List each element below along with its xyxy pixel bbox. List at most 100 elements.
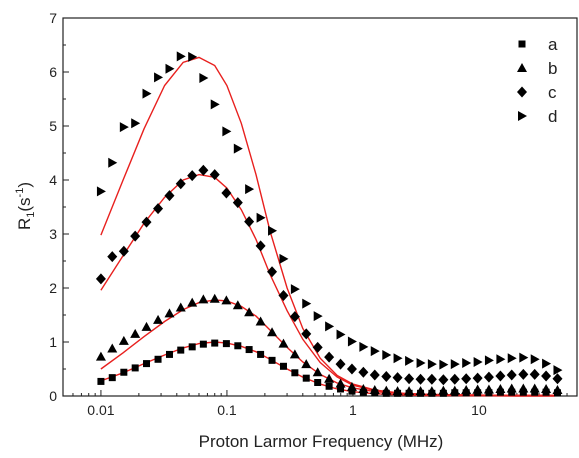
data-point-b [107, 343, 118, 353]
data-point-d [188, 51, 198, 62]
data-point-d [405, 355, 415, 366]
data-point-a [97, 377, 105, 385]
data-point-d [256, 212, 266, 223]
data-markers-layer [95, 51, 563, 397]
data-point-a [131, 364, 139, 372]
y-tick-label: 0 [49, 388, 57, 404]
data-point-b [449, 385, 460, 395]
data-point-c [404, 373, 415, 385]
y-tick-label: 3 [49, 226, 57, 242]
y-axis-title-sup: -1 [14, 188, 26, 198]
data-point-d [530, 354, 540, 365]
data-point-b [118, 335, 129, 345]
data-point-c [289, 311, 300, 323]
data-point-c [107, 251, 118, 263]
legend-label-b: b [548, 59, 557, 78]
data-point-a [120, 368, 128, 376]
data-point-c [278, 290, 289, 302]
data-point-c [267, 266, 278, 278]
data-point-c [358, 366, 369, 378]
data-point-d [108, 157, 118, 168]
data-point-d [222, 126, 232, 137]
data-point-c [541, 370, 552, 382]
data-point-d [245, 184, 255, 195]
data-point-c [438, 374, 449, 386]
data-point-c [209, 169, 220, 181]
data-point-b [244, 307, 255, 317]
data-point-c [221, 187, 232, 199]
data-point-d [553, 365, 563, 376]
data-point-d [347, 336, 357, 347]
data-point-a [314, 379, 322, 386]
data-point-c [518, 368, 529, 380]
data-point-b [267, 327, 278, 337]
data-point-b [369, 385, 380, 395]
data-point-c [255, 240, 266, 252]
data-point-d [439, 359, 449, 370]
data-point-a [211, 339, 219, 347]
data-point-b [95, 351, 106, 361]
data-point-c [335, 358, 346, 370]
data-point-d [96, 186, 106, 197]
data-point-c [130, 230, 141, 242]
data-point-c [164, 190, 175, 202]
data-point-c [426, 373, 437, 385]
data-point-c [153, 203, 164, 215]
data-point-b [495, 383, 506, 393]
data-point-b [324, 373, 335, 383]
data-point-d [473, 356, 483, 367]
data-point-d [484, 355, 494, 366]
data-point-b [552, 385, 563, 395]
data-point-b [141, 321, 152, 331]
legend-marker-d [518, 111, 527, 121]
data-point-c [529, 368, 540, 380]
data-point-d [336, 329, 346, 340]
y-tick-label: 1 [49, 334, 57, 350]
data-point-b [164, 308, 175, 318]
data-point-a [199, 340, 207, 348]
axes-layer: 0 1 2 3 4 5 6 7 0.01 0.1 1 10 [49, 10, 578, 418]
data-point-d [450, 359, 460, 370]
data-point-c [244, 216, 255, 228]
legend-marker-a [518, 40, 526, 48]
data-point-d [393, 353, 403, 364]
legend-label-d: d [548, 107, 557, 126]
data-point-b [472, 384, 483, 394]
data-point-b [438, 385, 449, 395]
data-point-c [118, 245, 129, 257]
data-point-c [187, 170, 198, 182]
data-point-d [496, 354, 506, 365]
data-point-c [369, 369, 380, 381]
data-point-d [427, 359, 437, 370]
data-point-d [165, 63, 175, 74]
data-point-a [143, 360, 151, 368]
data-point-d [462, 358, 472, 369]
data-point-a [291, 369, 299, 377]
data-point-d [542, 358, 552, 369]
data-point-b [153, 314, 164, 324]
data-point-b [221, 295, 232, 305]
data-point-a [325, 382, 333, 390]
y-axis-title-open: (s [15, 197, 34, 211]
data-point-b [415, 386, 426, 396]
legend-label-a: a [548, 35, 558, 54]
data-point-c [324, 351, 335, 363]
data-point-a [188, 343, 196, 351]
data-point-d [176, 51, 186, 62]
data-point-a [222, 340, 230, 348]
data-point-b [301, 359, 312, 369]
data-point-a [337, 385, 345, 393]
data-point-c [506, 369, 517, 381]
x-tick-label: 1 [349, 402, 357, 418]
y-tick-label: 7 [49, 10, 57, 26]
data-point-b [381, 385, 392, 395]
data-point-b [175, 302, 186, 312]
data-point-c [175, 178, 186, 190]
y-axis-title-sub: 1 [25, 212, 37, 218]
data-point-a [108, 374, 116, 382]
data-point-b [255, 316, 266, 326]
data-point-d [302, 298, 312, 309]
data-point-d [519, 352, 529, 363]
